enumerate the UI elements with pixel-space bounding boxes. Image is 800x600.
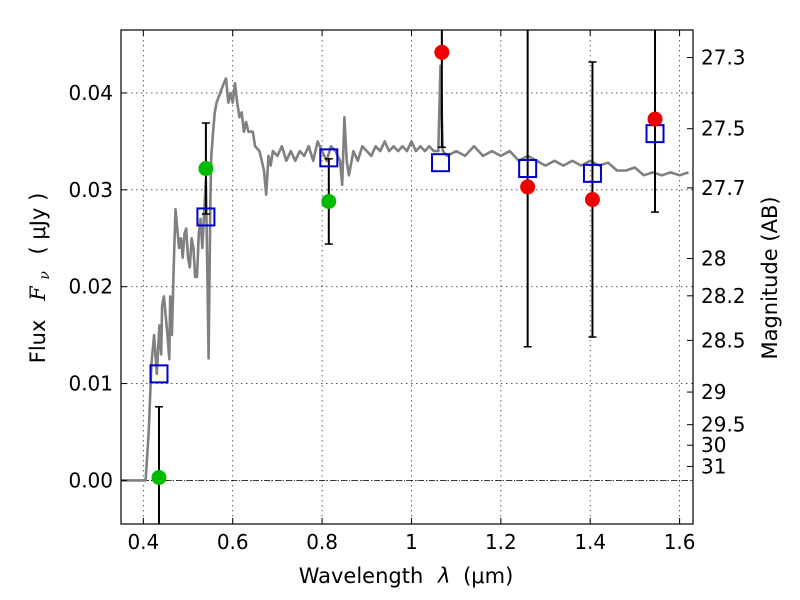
model-flux-square — [149, 364, 169, 384]
observed-flux-point — [321, 193, 337, 209]
y2-tick-label: 28 — [701, 246, 726, 270]
model-flux-square — [518, 159, 538, 179]
y2-tick-label: 28.5 — [701, 328, 746, 352]
y2-tick-label: 29.5 — [701, 413, 746, 437]
x-axis-title: Wavelength λ (μm) — [299, 564, 514, 588]
spectrum-line — [121, 64, 689, 482]
y2-tick-label: 29 — [701, 380, 726, 404]
observed-flux-point — [434, 44, 450, 60]
observed-flux-point — [520, 179, 536, 195]
x-tick-label: 1 — [405, 530, 418, 554]
plot-area — [121, 30, 689, 524]
x-tick-label: 1.6 — [664, 530, 696, 554]
x-tick-label: 0.6 — [217, 530, 249, 554]
y2-tick-label: 28.2 — [701, 284, 746, 308]
y-axis-title-subscript: ν — [37, 271, 53, 280]
y-tick-label: 0.04 — [68, 81, 113, 105]
y2-tick-label: 27.3 — [701, 46, 746, 70]
y2-axis-title: Magnitude (AB) — [758, 196, 782, 359]
y2-tick-label: 27.5 — [701, 117, 746, 141]
model-flux-square — [319, 148, 339, 168]
y2-tick-label: 27.7 — [701, 176, 746, 200]
y-tick-label: 0.01 — [68, 372, 113, 396]
y-axis-title-symbol: F — [26, 285, 50, 302]
x-tick-label: 0.4 — [127, 530, 159, 554]
x-axis-title-unit: (μm) — [463, 564, 513, 588]
y-axis-title: Flux F ν ( μJy ) — [26, 193, 54, 364]
y-axis-title-prefix: Flux — [26, 320, 50, 364]
observed-flux-point — [647, 111, 663, 127]
y-tick-label: 0.03 — [68, 178, 113, 202]
observed-flux-point — [151, 470, 167, 486]
y-tick-label: 0.00 — [68, 468, 113, 492]
x-axis-title-symbol: λ — [437, 564, 450, 588]
x-tick-label: 1.4 — [574, 530, 606, 554]
observed-flux-point — [198, 161, 214, 177]
y2-tick-label: 30 — [701, 433, 726, 457]
y-axis-title-unit: ( μJy ) — [26, 193, 50, 255]
model-flux-square — [431, 153, 451, 173]
y2-tick-label: 31 — [701, 454, 726, 478]
axes-layer — [120, 29, 694, 525]
plot-frame — [120, 29, 694, 525]
x-axis-title-prefix: Wavelength — [299, 564, 424, 588]
model-flux-square — [196, 207, 216, 227]
observed-flux-point — [584, 192, 600, 208]
x-tick-label: 0.8 — [306, 530, 338, 554]
model-flux-square — [582, 163, 602, 183]
labels-layer: 0.4 0.6 0.8 1 1.2 1.4 1.6 0.00 0.01 0.02 0.03 0.04 2… — [68, 46, 745, 554]
y-tick-label: 0.02 — [68, 275, 113, 299]
x-tick-label: 1.2 — [485, 530, 517, 554]
